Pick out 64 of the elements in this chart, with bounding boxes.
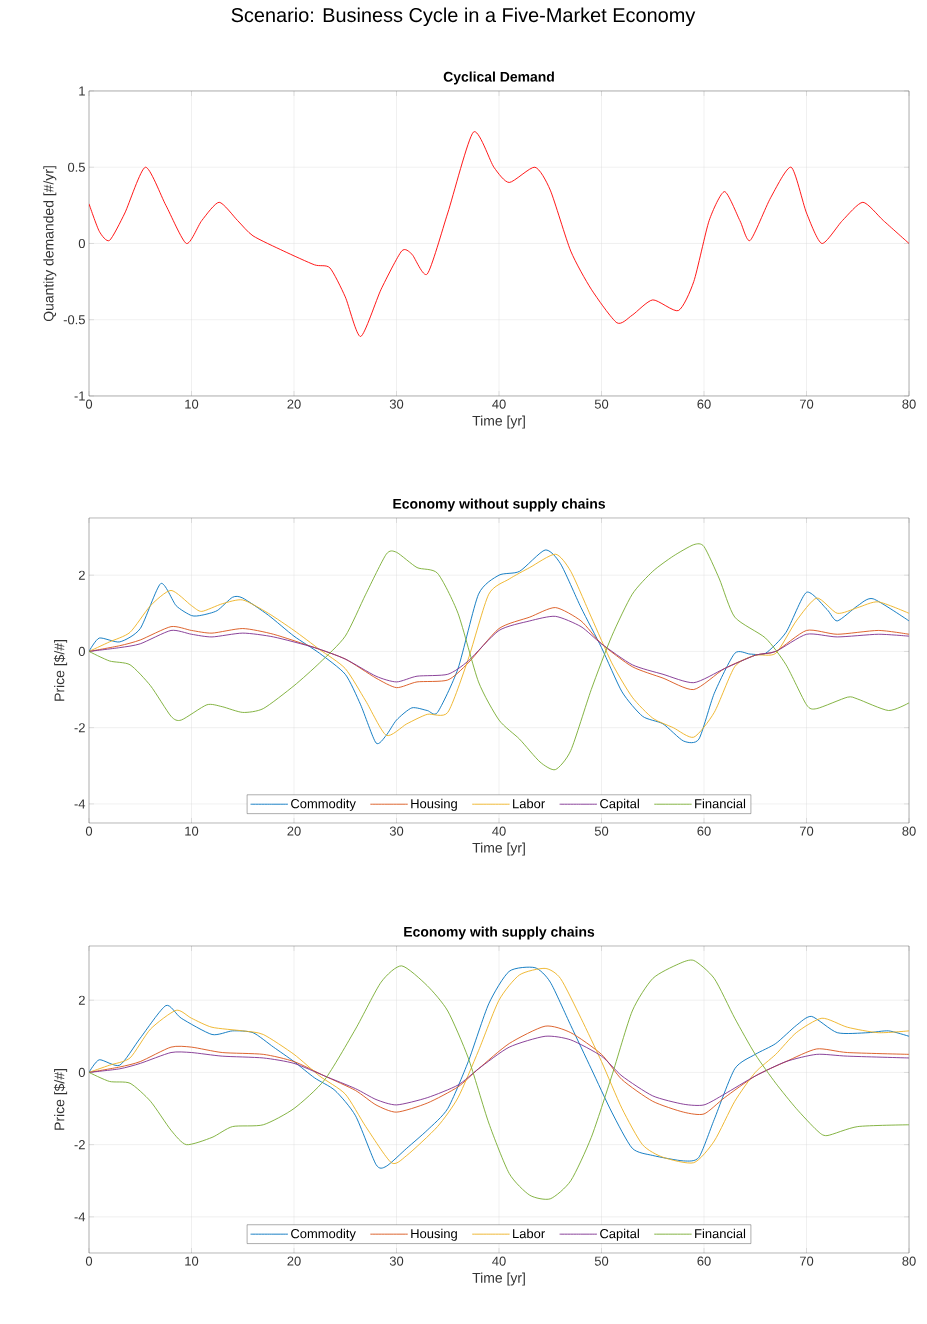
x-tick-label: 70 [799, 826, 814, 836]
x-tick-label: 10 [185, 826, 199, 836]
legend-label: Financial [695, 1228, 746, 1239]
chart-title: Economy without supply chains [393, 498, 606, 512]
x-axis-title: Time [yr] [472, 842, 525, 856]
x-tick-label: 30 [389, 826, 404, 836]
x-tick-label: 10 [185, 399, 199, 409]
x-tick-label: 0 [85, 826, 93, 836]
line-series [89, 615, 910, 684]
y-tick-label: 0 [78, 646, 85, 656]
x-tick-label: 40 [492, 399, 506, 409]
y-tick-label: -2 [74, 723, 85, 733]
y-tick-label: 0 [78, 238, 85, 249]
x-tick-label: 80 [902, 1256, 916, 1266]
y-axis-title: Price [$/#] [53, 1069, 68, 1130]
legend-label: Commodity [291, 798, 356, 811]
x-tick-label: 50 [594, 1256, 609, 1266]
x-tick-label: 20 [287, 1256, 301, 1266]
x-tick-label: 20 [287, 399, 301, 409]
y-tick-label: -4 [74, 799, 86, 809]
y-axis-title: Quantity demanded [#/yr] [43, 166, 57, 322]
x-tick-label: 80 [902, 399, 916, 409]
y-tick-label: 1 [79, 86, 85, 96]
legend-label: Labor [513, 1228, 545, 1239]
legend-label: Commodity [291, 1228, 356, 1241]
x-tick-label: 70 [799, 1256, 814, 1266]
y-tick-label: 0 [78, 1067, 85, 1077]
legend-label: Capital [600, 798, 639, 811]
y-axis-title: Price [$/#] [53, 640, 68, 701]
x-tick-label: 10 [185, 1256, 199, 1266]
x-tick-label: 30 [389, 1256, 404, 1266]
legend-label: Housing [411, 1228, 457, 1241]
x-tick-label: 50 [594, 399, 609, 409]
legend-label: Capital [600, 1228, 639, 1241]
x-axis-title: Time [yr] [472, 1272, 525, 1286]
x-tick-label: 70 [799, 399, 814, 409]
y-tick-label: 2 [78, 995, 85, 1005]
y-tick-label: -2 [74, 1140, 85, 1150]
legend-label: Housing [411, 798, 457, 811]
x-tick-label: 60 [697, 1256, 711, 1266]
x-tick-label: 40 [492, 826, 506, 836]
y-tick-label: 0.5 [67, 162, 85, 172]
y-tick-label: -0.5 [63, 315, 85, 325]
x-tick-label: 30 [389, 399, 404, 409]
x-tick-label: 80 [902, 826, 916, 836]
x-tick-label: 40 [492, 1256, 506, 1266]
y-tick-label: 2 [78, 570, 85, 580]
chart-title: Economy with supply chains [404, 926, 595, 940]
x-tick-label: 0 [85, 1256, 93, 1266]
legend-label: Labor [513, 798, 545, 809]
y-tick-label: -1 [74, 391, 85, 401]
x-tick-label: 50 [594, 826, 609, 836]
line-series [89, 1035, 910, 1106]
chart-subtitle: Cyclical Demand [443, 71, 554, 85]
x-axis-title: Time [yr] [472, 415, 525, 429]
y-tick-label: -4 [74, 1212, 86, 1222]
legend-label: Financial [695, 798, 746, 809]
line-series [89, 960, 910, 1200]
line-series [89, 131, 910, 337]
x-tick-label: 60 [697, 399, 711, 409]
x-tick-label: 20 [287, 826, 301, 836]
chart-title: Scenario: Business Cycle in a Five-Market Economy [231, 7, 696, 27]
x-tick-label: 0 [85, 399, 93, 409]
x-tick-label: 60 [697, 826, 711, 836]
